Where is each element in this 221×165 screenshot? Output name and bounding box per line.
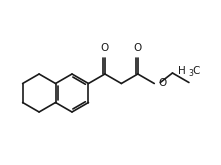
Text: O: O xyxy=(101,43,109,53)
Text: H: H xyxy=(178,66,186,76)
Text: C: C xyxy=(192,66,199,76)
Text: O: O xyxy=(134,43,142,53)
Text: O: O xyxy=(158,78,166,87)
Text: 3: 3 xyxy=(188,69,193,79)
